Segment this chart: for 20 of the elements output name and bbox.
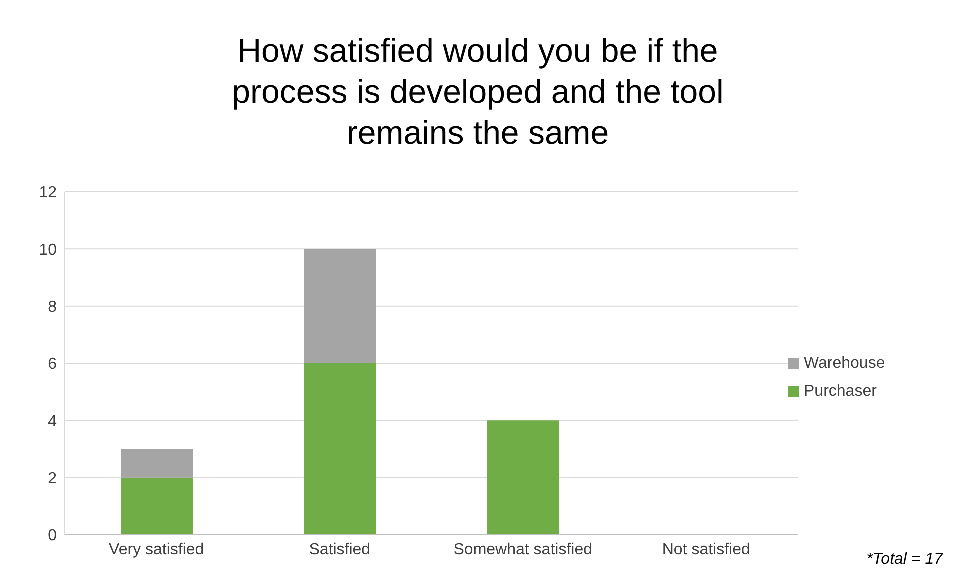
legend-label: Warehouse xyxy=(804,354,886,372)
legend-label: Purchaser xyxy=(804,382,877,400)
y-tick-label: 0 xyxy=(48,528,58,545)
y-tick-label: 4 xyxy=(48,413,58,430)
bar xyxy=(121,478,193,535)
bar xyxy=(304,364,376,535)
y-tick-label: 10 xyxy=(39,242,58,259)
bar xyxy=(121,449,193,478)
x-tick-label: Satisfied xyxy=(309,541,371,558)
text: *Total = 17 xyxy=(866,551,943,569)
bar xyxy=(304,249,376,364)
x-tick-label: Very satisfied xyxy=(109,541,204,558)
chart-title: How satisfied would you be if the process is developed and the tool remains the same xyxy=(231,31,725,153)
bar xyxy=(488,420,560,535)
y-tick-label: 12 xyxy=(39,184,58,202)
x-tick-label: Somewhat satisfied xyxy=(454,541,592,558)
y-tick-label: 2 xyxy=(48,470,58,488)
y-tick-label: 8 xyxy=(48,299,58,316)
x-tick-label: Not satisfied xyxy=(662,541,750,558)
y-tick-label: 6 xyxy=(48,356,58,374)
